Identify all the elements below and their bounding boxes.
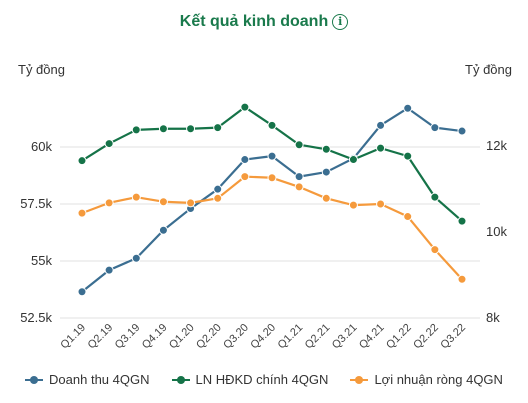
data-point[interactable]	[104, 265, 114, 275]
left-tick-label: 52.5k	[20, 310, 52, 325]
series-2	[77, 102, 467, 226]
data-point[interactable]	[213, 193, 223, 203]
left-axis-ticks: 52.5k 55k 57.5k 60k	[20, 139, 52, 325]
right-tick-label: 10k	[486, 224, 507, 239]
data-point[interactable]	[213, 123, 223, 133]
gridlines	[60, 146, 480, 319]
data-point[interactable]	[403, 212, 413, 222]
data-point[interactable]	[240, 155, 250, 165]
data-point[interactable]	[77, 156, 87, 166]
series-3	[77, 172, 467, 284]
data-point[interactable]	[430, 123, 440, 133]
x-tick-label: Q1.21	[276, 322, 306, 352]
data-point[interactable]	[403, 103, 413, 113]
series-layer	[77, 102, 467, 297]
business-results-chart: Tỷ đồng Tỷ đồng 52.5k 55k 57.5k 60k 8k 10k 12…	[18, 62, 512, 352]
data-point[interactable]	[376, 120, 386, 130]
right-axis-label: Tỷ đồng	[465, 62, 512, 77]
x-tick-label: Q2.20	[194, 322, 224, 352]
data-point[interactable]	[294, 182, 304, 192]
chart-title-text: Kết quả kinh doanh	[179, 13, 329, 30]
data-point[interactable]	[376, 143, 386, 153]
left-tick-label: 55k	[31, 253, 52, 268]
series-line	[81, 175, 463, 280]
data-point[interactable]	[430, 192, 440, 202]
x-tick-label: Q2.21	[303, 322, 333, 352]
legend: Doanh thu 4QGN LN HĐKD chính 4QGN Lợi nhuậ…	[0, 372, 528, 387]
legend-item-3[interactable]: Lợi nhuận ròng 4QGN	[350, 372, 503, 387]
data-point[interactable]	[267, 151, 277, 161]
left-tick-label: 60k	[31, 139, 52, 154]
data-point[interactable]	[131, 192, 141, 202]
x-axis-ticks: Q1.19Q2.19Q3.19Q4.19Q1.20Q2.20Q3.20Q4.20…	[58, 322, 468, 352]
data-point[interactable]	[104, 139, 114, 149]
data-point[interactable]	[131, 253, 141, 263]
data-point[interactable]	[158, 197, 168, 207]
data-point[interactable]	[131, 125, 141, 135]
x-tick-label: Q4.19	[140, 322, 170, 352]
data-point[interactable]	[294, 172, 304, 182]
x-tick-label: Q3.19	[113, 322, 143, 352]
data-point[interactable]	[457, 126, 467, 136]
legend-item-2[interactable]: LN HĐKD chính 4QGN	[171, 372, 329, 387]
x-tick-label: Q1.20	[167, 322, 197, 352]
data-point[interactable]	[240, 172, 250, 182]
data-point[interactable]	[158, 225, 168, 235]
x-tick-label: Q3.21	[330, 322, 360, 352]
info-icon[interactable]: i	[332, 14, 349, 30]
data-point[interactable]	[267, 173, 277, 183]
data-point[interactable]	[104, 198, 114, 208]
data-point[interactable]	[457, 274, 467, 284]
data-point[interactable]	[294, 140, 304, 150]
data-point[interactable]	[376, 199, 386, 209]
x-tick-label: Q4.20	[248, 322, 278, 352]
chart-title: Kết quả kinh doanh i	[0, 13, 528, 31]
legend-item-1[interactable]: Doanh thu 4QGN	[25, 372, 150, 387]
data-point[interactable]	[186, 198, 196, 208]
legend-label: Doanh thu 4QGN	[49, 372, 150, 387]
x-tick-label: Q2.22	[411, 322, 441, 352]
legend-marker	[350, 375, 369, 385]
right-tick-label: 8k	[486, 310, 500, 325]
data-point[interactable]	[321, 144, 331, 154]
data-point[interactable]	[186, 124, 196, 134]
data-point[interactable]	[348, 200, 358, 210]
right-axis-ticks: 8k 10k 12k	[486, 138, 507, 325]
x-tick-label: Q3.22	[438, 322, 468, 352]
legend-marker	[25, 375, 44, 385]
x-tick-label: Q1.22	[384, 322, 414, 352]
data-point[interactable]	[321, 167, 331, 177]
data-point[interactable]	[321, 193, 331, 203]
x-tick-label: Q3.20	[221, 322, 251, 352]
left-tick-label: 57.5k	[20, 196, 52, 211]
legend-label: LN HĐKD chính 4QGN	[195, 372, 329, 387]
x-tick-label: Q1.19	[58, 322, 88, 352]
data-point[interactable]	[267, 120, 277, 130]
x-tick-label: Q4.21	[357, 322, 387, 352]
data-point[interactable]	[158, 124, 168, 134]
data-point[interactable]	[213, 184, 223, 194]
data-point[interactable]	[77, 208, 87, 218]
data-point[interactable]	[457, 216, 467, 226]
legend-label: Lợi nhuận ròng 4QGN	[374, 372, 503, 387]
data-point[interactable]	[348, 155, 358, 165]
data-point[interactable]	[240, 102, 250, 112]
data-point[interactable]	[77, 287, 87, 297]
x-tick-label: Q2.19	[86, 322, 116, 352]
data-point[interactable]	[403, 151, 413, 161]
data-point[interactable]	[430, 245, 440, 255]
right-tick-label: 12k	[486, 138, 507, 153]
left-axis-label: Tỷ đồng	[18, 62, 65, 77]
legend-marker	[171, 375, 190, 385]
